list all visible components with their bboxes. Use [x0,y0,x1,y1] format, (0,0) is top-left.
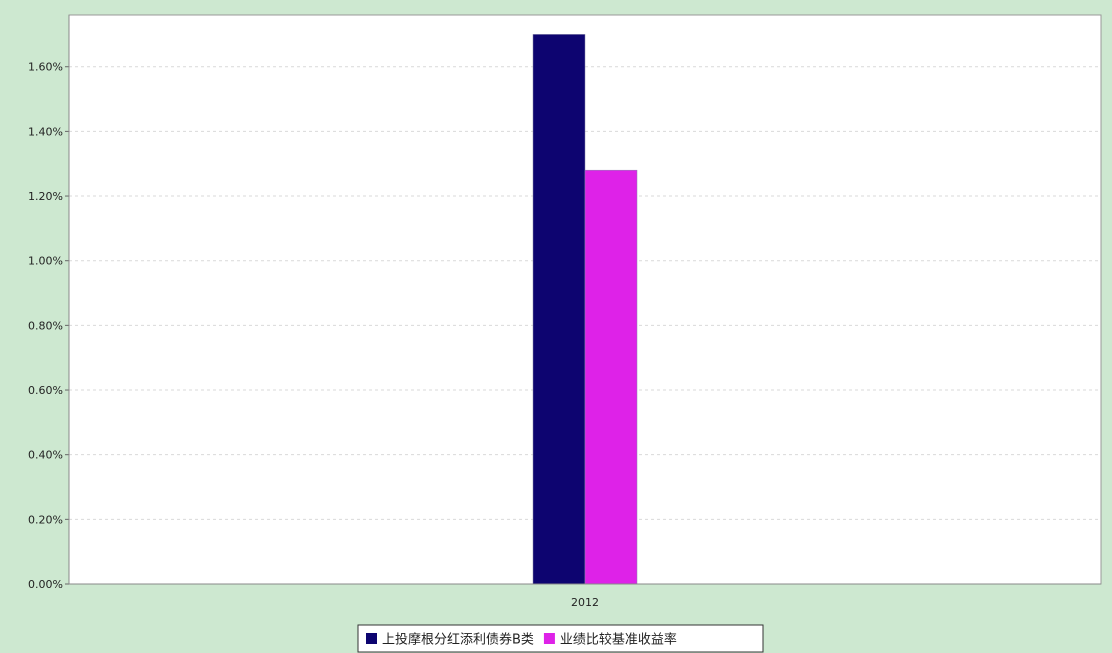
x-tick-labels: 2012 [571,596,599,609]
y-tick-label: 1.40% [28,125,63,138]
legend-box [357,624,764,653]
legend-swatch [543,633,555,644]
bars [532,34,638,585]
legend-label: 上投摩根分红添利债券B类 [382,632,534,648]
y-tick-label: 0.00% [28,578,63,591]
y-tick-label: 1.20% [28,190,63,203]
y-tick-label: 0.60% [28,384,63,397]
legend: 上投摩根分红添利债券B类 业绩比较基准收益率 [357,624,764,653]
x-tick-label: 2012 [571,596,599,609]
bar-fund-b [532,34,586,585]
y-tick-label: 1.00% [28,255,63,268]
y-tick-labels: 0.00% 0.20% 0.40% 0.60% 0.80% 1.00% 1.20% 1.40%… [28,61,63,591]
y-tick-label: 0.20% [28,513,63,526]
y-tick-label: 0.40% [28,449,63,462]
y-tick-label: 0.80% [28,319,63,332]
bar-benchmark [584,169,638,585]
y-tick-label: 1.60% [28,61,63,74]
legend-label: 业绩比较基准收益率 [560,632,677,648]
axes [65,15,1101,585]
legend-swatch [366,633,377,644]
